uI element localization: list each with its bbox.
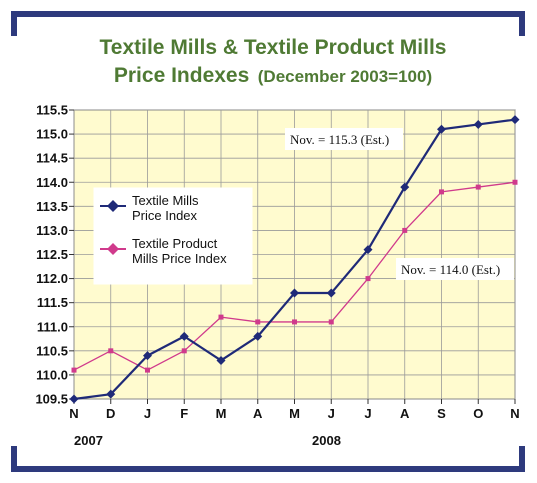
legend-label-line-2: Price Index <box>132 208 198 223</box>
y-tick-label: 110.5 <box>36 343 68 358</box>
data-point-square <box>402 227 408 233</box>
data-point-diamond <box>216 355 226 365</box>
legend: Textile Mills Price Index Textile Produc… <box>93 187 253 285</box>
data-point-square <box>218 314 224 320</box>
chart-title-sub: (December 2003=100) <box>258 67 432 86</box>
legend-label-line-1: Textile Mills <box>132 193 199 208</box>
legend-label-line-1: Textile Product <box>132 236 218 251</box>
y-tick-label: 112.5 <box>36 247 68 262</box>
annotation-text: Nov. = 114.0 (Est.) <box>401 262 500 277</box>
x-tick-label: S <box>437 406 446 421</box>
data-point-square <box>328 319 334 325</box>
data-point-square <box>365 276 371 282</box>
y-tick-label: 110.0 <box>36 367 68 382</box>
y-axis: 109.5 110.0 110.5 111.0 111.5 112.0 112.5 113.0… <box>35 103 74 407</box>
series-layer <box>69 115 520 404</box>
y-tick-label: 113.0 <box>36 223 68 238</box>
data-point-square <box>475 184 481 190</box>
y-tick-label: 114.0 <box>36 175 68 190</box>
chart-title-line-1: Textile Mills & Textile Product Mills <box>100 36 447 59</box>
x-tick-label: D <box>106 406 115 421</box>
chart-title-main: Price Indexes <box>114 64 249 87</box>
legend-label-line-2: Mills Price Index <box>132 251 227 266</box>
data-point-square <box>108 348 114 354</box>
data-point-square <box>181 348 187 354</box>
annotation-textile-mills: Nov. = 115.3 (Est.) <box>285 128 403 150</box>
legend-swatch-diamond <box>107 200 119 212</box>
year-label-2008: 2008 <box>312 433 341 448</box>
data-point-diamond <box>106 389 116 399</box>
x-tick-label: A <box>253 406 263 421</box>
figure-frame <box>11 11 525 472</box>
y-tick-label: 112.0 <box>36 271 68 286</box>
data-point-diamond <box>290 288 299 298</box>
data-point-square <box>71 367 77 373</box>
x-tick-label: N <box>69 406 78 421</box>
legend-swatch-diamond <box>107 243 119 255</box>
year-label-2007: 2007 <box>74 433 103 448</box>
x-tick-label: N <box>510 406 519 421</box>
data-point-diamond <box>253 331 263 341</box>
x-tick-label: J <box>364 406 371 421</box>
legend-entry-textile-mills: Textile Mills Price Index <box>100 193 199 223</box>
x-tick-label: A <box>400 406 410 421</box>
data-point-diamond <box>510 115 520 125</box>
data-point-diamond <box>473 119 483 129</box>
data-point-square <box>145 367 150 373</box>
y-tick-label: 115.0 <box>36 127 68 142</box>
y-tick-label: 111.0 <box>37 319 68 334</box>
data-point-square <box>292 319 297 325</box>
annotation-text: Nov. = 115.3 (Est.) <box>290 132 389 147</box>
data-point-diamond <box>143 351 152 361</box>
y-tick-label: 109.5 <box>35 392 68 407</box>
data-point-square <box>255 319 261 325</box>
y-tick-label: 114.5 <box>36 151 68 166</box>
annotation-box <box>285 128 403 150</box>
y-tick-label: 111.5 <box>37 295 68 310</box>
data-point-square <box>512 179 518 185</box>
y-tick-label: 115.5 <box>36 103 68 118</box>
data-point-diamond <box>326 288 336 298</box>
data-point-diamond <box>363 245 373 255</box>
series-textile-product-mills <box>71 179 518 373</box>
chart-title-line-2: Price Indexes (December 2003=100) <box>114 64 432 87</box>
x-tick-label: J <box>144 406 151 421</box>
annotation-box <box>396 258 514 280</box>
y-tick-label: 113.5 <box>36 199 68 214</box>
legend-box <box>93 187 253 285</box>
x-tick-label: M <box>216 406 227 421</box>
annotation-textile-product-mills: Nov. = 114.0 (Est.) <box>396 258 514 280</box>
x-tick-label: J <box>328 406 335 421</box>
series-textile-mills <box>69 115 520 404</box>
x-tick-label: O <box>473 406 483 421</box>
legend-entry-textile-product-mills: Textile Product Mills Price Index <box>100 236 227 266</box>
data-point-diamond <box>69 394 79 404</box>
data-point-diamond <box>437 124 446 134</box>
data-point-diamond <box>400 182 410 192</box>
data-point-square <box>439 189 444 195</box>
data-point-diamond <box>179 331 189 341</box>
x-tick-label: F <box>180 406 188 421</box>
x-tick-label: M <box>289 406 300 421</box>
